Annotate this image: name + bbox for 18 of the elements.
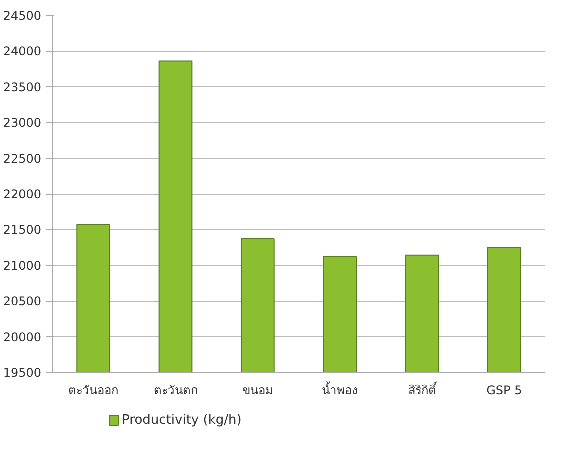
x-tick-label: GSP 5 bbox=[486, 384, 522, 398]
y-tick-label: 21000 bbox=[3, 258, 42, 273]
y-tick-label: 21500 bbox=[3, 223, 42, 238]
x-tick-label: ขนอม bbox=[242, 384, 274, 398]
y-tick-label: 24000 bbox=[3, 44, 42, 59]
y-tick-label: 20000 bbox=[3, 330, 42, 344]
y-tick-label: 20500 bbox=[3, 294, 42, 309]
x-tick-label: ตะวันออก bbox=[68, 384, 119, 398]
y-tick-label: 19500 bbox=[3, 366, 42, 380]
legend-label: Productivity (kg/h) bbox=[122, 413, 242, 428]
y-tick-label: 23000 bbox=[3, 116, 42, 130]
y-tick-label: 22500 bbox=[3, 152, 42, 166]
x-tick-label: สิริกิติ์ bbox=[408, 382, 438, 398]
x-tick-label: น้ำพอง bbox=[322, 382, 358, 398]
x-tick-label: ตะวันตก bbox=[154, 384, 198, 398]
y-tick-label: 24500 bbox=[3, 9, 42, 23]
y-tick-label: 23500 bbox=[3, 80, 42, 94]
y-tick-label: 22000 bbox=[3, 188, 42, 202]
